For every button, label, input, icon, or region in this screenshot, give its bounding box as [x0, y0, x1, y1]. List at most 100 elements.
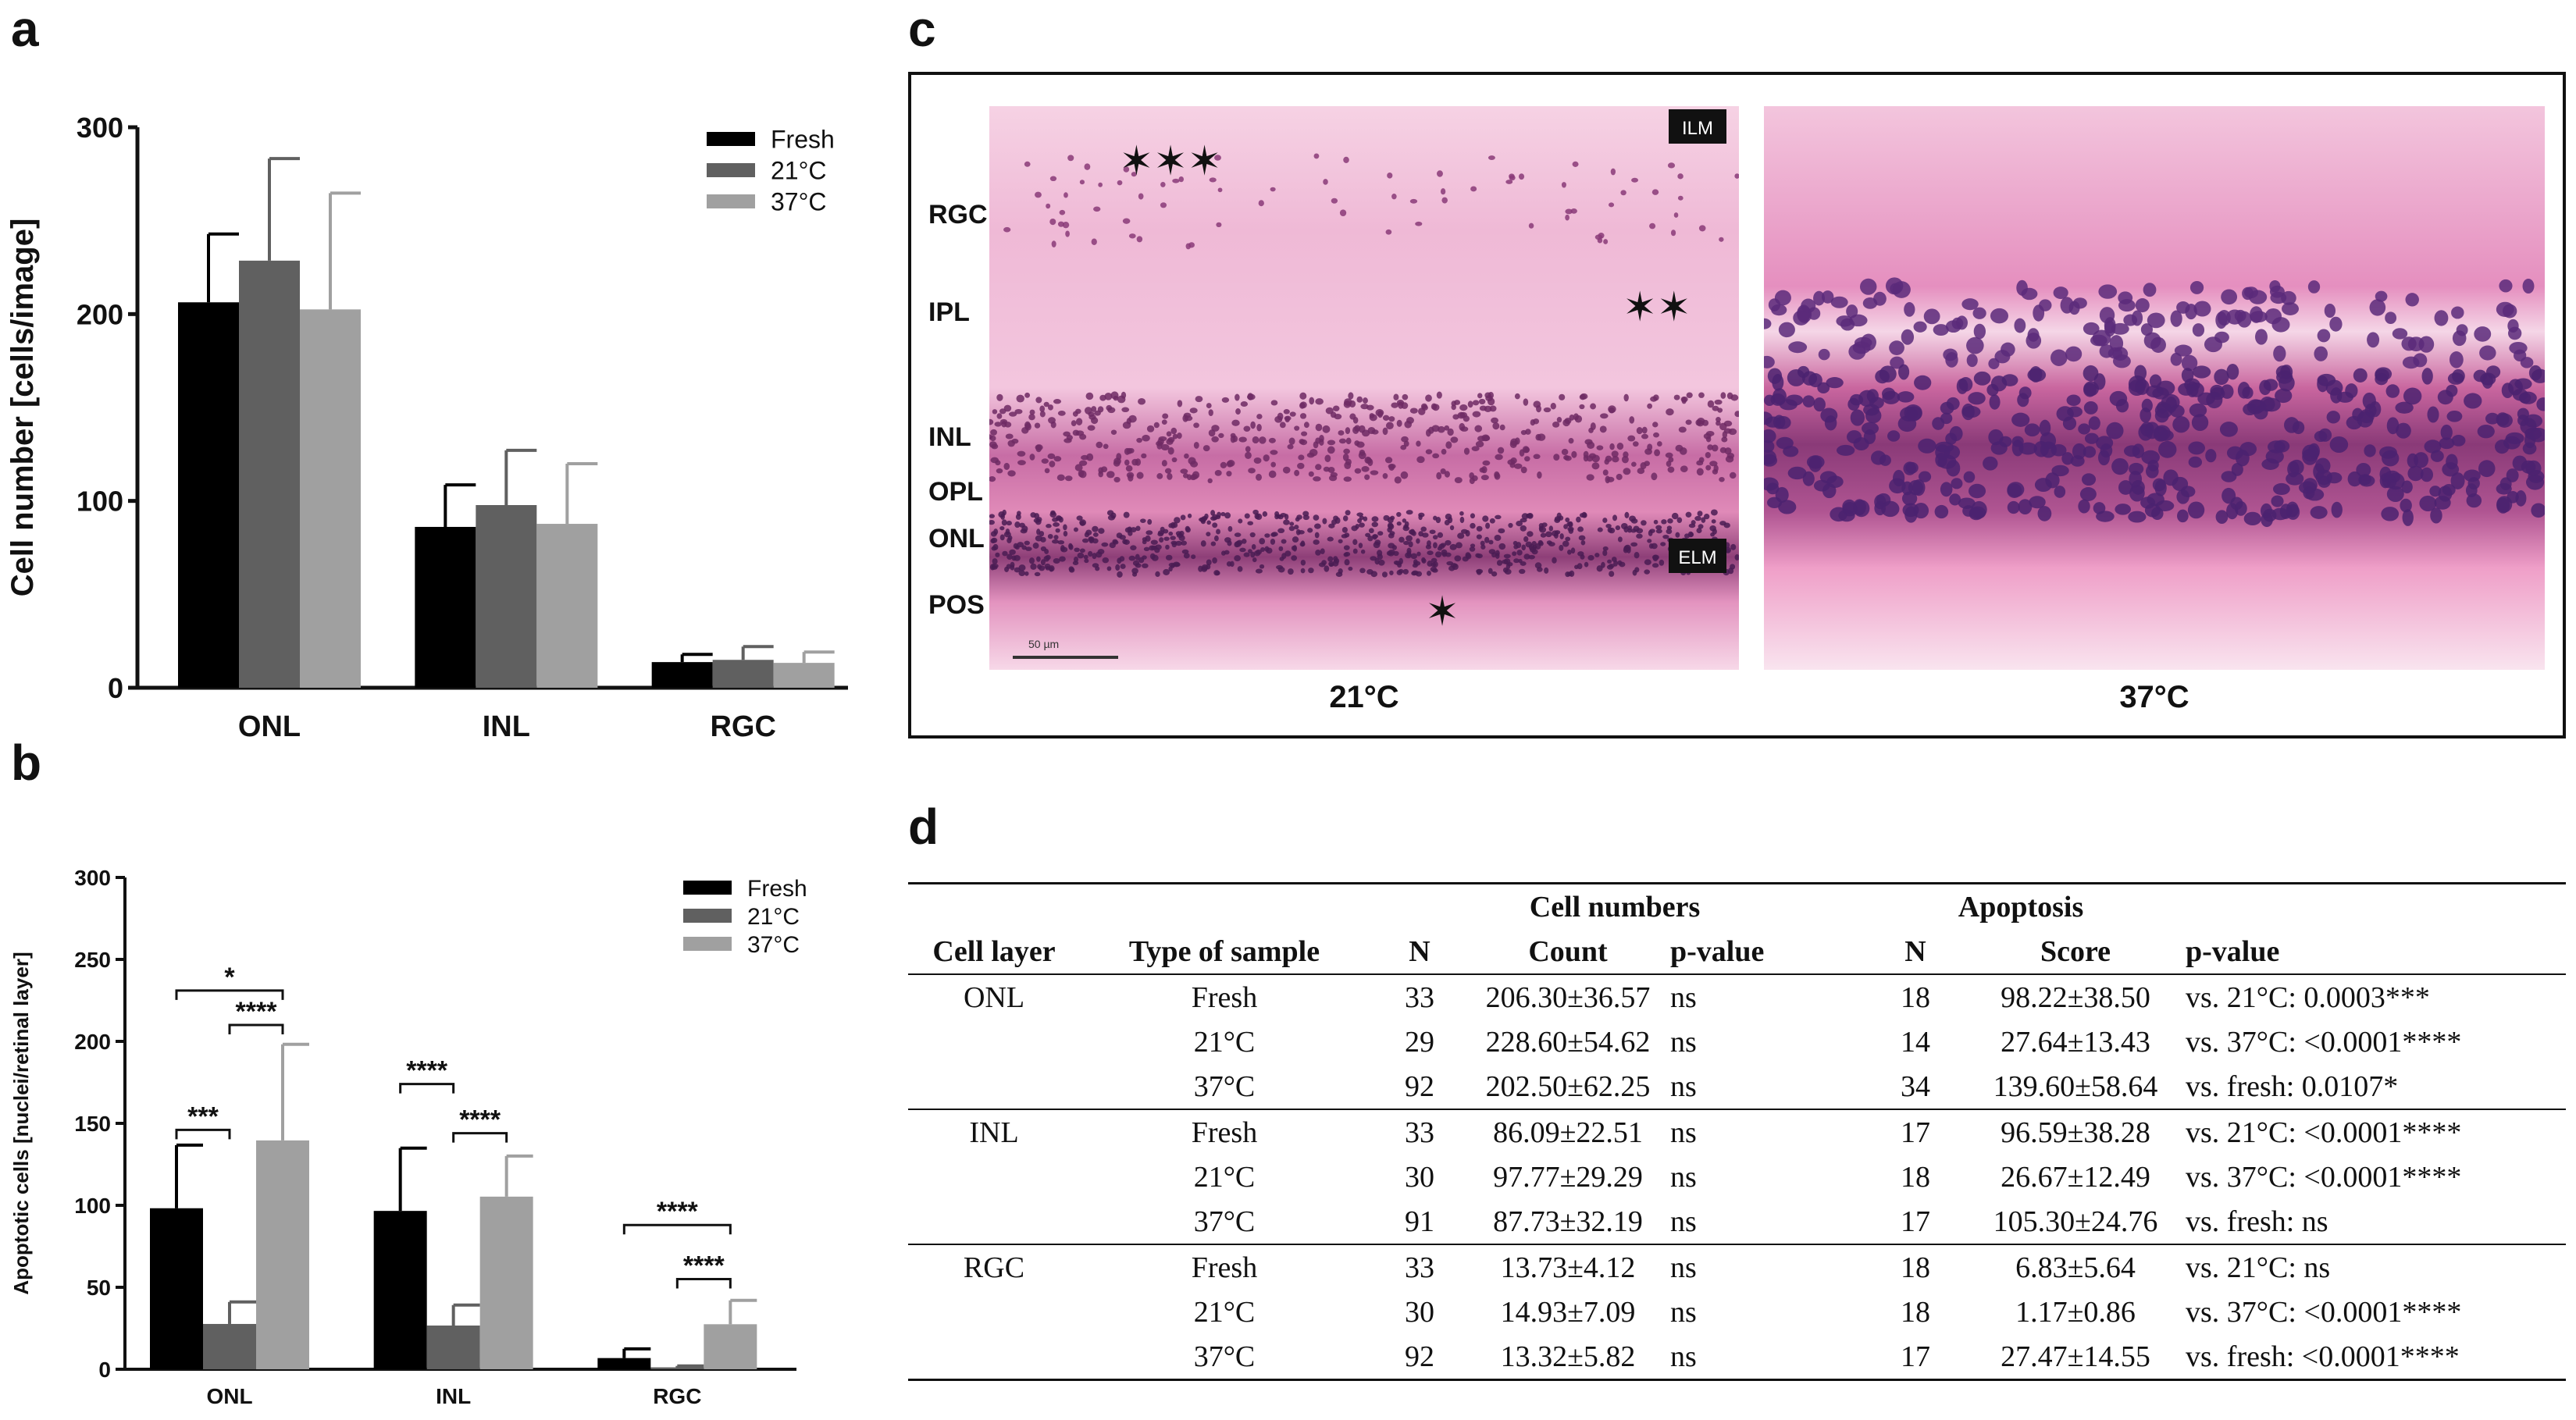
nucleus: [1705, 464, 1712, 471]
nucleus: [1636, 533, 1643, 539]
nucleus: [1611, 557, 1617, 562]
nucleus: [1341, 526, 1348, 533]
nucleus: [1906, 406, 1922, 421]
table-row: ONL Fresh 33 206.30±36.57 ns 18 98.22±38.50 vs.…: [908, 974, 2566, 1020]
nucleus: [1277, 514, 1284, 520]
table-cell: 37°C: [1193, 1069, 1256, 1103]
nucleus: [1106, 510, 1114, 516]
nucleus: [2192, 365, 2211, 379]
nucleus: [1121, 407, 1130, 413]
nucleus: [1214, 469, 1222, 476]
nucleus: [2188, 456, 2203, 468]
nucleus: [1260, 546, 1266, 552]
nucleus: [1084, 558, 1089, 564]
nucleus: [1254, 513, 1260, 520]
nucleus: [2420, 467, 2433, 482]
nucleus: [2485, 412, 2499, 425]
nucleus: [1017, 542, 1024, 548]
bar-rgc-2: [704, 1324, 757, 1369]
nucleus: [989, 519, 995, 525]
table-cell: 17: [1861, 1109, 1970, 1155]
nucleus: [1343, 400, 1352, 408]
nucleus: [1602, 550, 1608, 557]
nucleus: [1388, 523, 1395, 530]
nucleus: [1764, 429, 1776, 443]
nucleus: [1274, 415, 1283, 423]
nucleus: [1653, 394, 1659, 401]
nucleus: [1647, 539, 1652, 543]
table-cell: [908, 1020, 1080, 1064]
nucleus: [1624, 511, 1630, 518]
nucleus: [2531, 503, 2545, 518]
nucleus: [1104, 392, 1113, 400]
nucleus: [1525, 541, 1533, 548]
nucleus: [1623, 393, 1629, 402]
nucleus: [1778, 500, 1797, 514]
nucleus: [1398, 536, 1405, 543]
nucleus: [1328, 523, 1335, 528]
nucleus: [1573, 413, 1579, 421]
layer-label-inl: INL: [928, 422, 971, 452]
nucleus: [2083, 383, 2097, 397]
nucleus: [1496, 560, 1503, 566]
nucleus: [1264, 533, 1270, 538]
nucleus: [1563, 524, 1568, 529]
nucleus: [1036, 517, 1042, 522]
nucleus: [1131, 568, 1138, 575]
nucleus: [1425, 394, 1432, 402]
bar-onl-0: [178, 302, 239, 688]
y-tick-label: 150: [74, 1112, 111, 1136]
nucleus: [1673, 212, 1679, 218]
nucleus: [1212, 522, 1218, 528]
nucleus: [1505, 180, 1513, 184]
nucleus: [1679, 447, 1687, 455]
nucleus: [1459, 511, 1464, 516]
nucleus: [1184, 453, 1189, 459]
nucleus: [1122, 422, 1131, 429]
nucleus: [1488, 568, 1493, 575]
nucleus: [2170, 352, 2182, 366]
nucleus: [1768, 298, 1781, 311]
table-cell: 21°C: [1193, 1025, 1256, 1059]
nucleus: [1382, 472, 1388, 479]
nucleus: [1675, 532, 1680, 538]
nucleus: [1802, 395, 1815, 407]
nucleus: [2026, 333, 2042, 349]
table-cell: 27.47±14.55: [1970, 1334, 2181, 1381]
nucleus: [1387, 517, 1394, 524]
nucleus: [2070, 455, 2085, 467]
nucleus: [1695, 419, 1701, 426]
nucleus: [2099, 307, 2115, 324]
nucleus: [1475, 440, 1484, 448]
y-tick-label: 50: [87, 1276, 111, 1300]
nucleus: [1348, 392, 1354, 400]
nucleus: [1268, 470, 1277, 479]
nucleus: [1522, 446, 1530, 454]
layer-label-rgc: RGC: [928, 200, 988, 230]
table-cell: ns: [1670, 980, 1697, 1014]
nucleus: [1041, 458, 1049, 464]
nucleus: [1712, 444, 1719, 452]
nucleus: [1053, 558, 1060, 564]
x-tick-label: INL: [483, 710, 530, 743]
nucleus: [1315, 423, 1323, 432]
nucleus: [1248, 468, 1256, 474]
nucleus: [1322, 518, 1327, 525]
nucleus: [1235, 408, 1241, 415]
nucleus: [1024, 546, 1032, 551]
caption-21c: 21°C: [1329, 680, 1399, 714]
nucleus: [991, 546, 997, 551]
nucleus: [1626, 546, 1631, 553]
bar-onl-1: [203, 1323, 256, 1369]
nucleus: [1057, 540, 1065, 545]
nucleus: [2506, 468, 2519, 482]
panel-label-c: c: [908, 1, 936, 57]
nucleus: [1641, 426, 1648, 434]
table-cell: RGC: [908, 1244, 1080, 1290]
nucleus: [1189, 407, 1198, 414]
legend-swatch: [683, 881, 732, 895]
nucleus: [1435, 551, 1442, 558]
nucleus: [1521, 544, 1527, 551]
nucleus: [1395, 561, 1402, 566]
nucleus: [1627, 435, 1636, 442]
